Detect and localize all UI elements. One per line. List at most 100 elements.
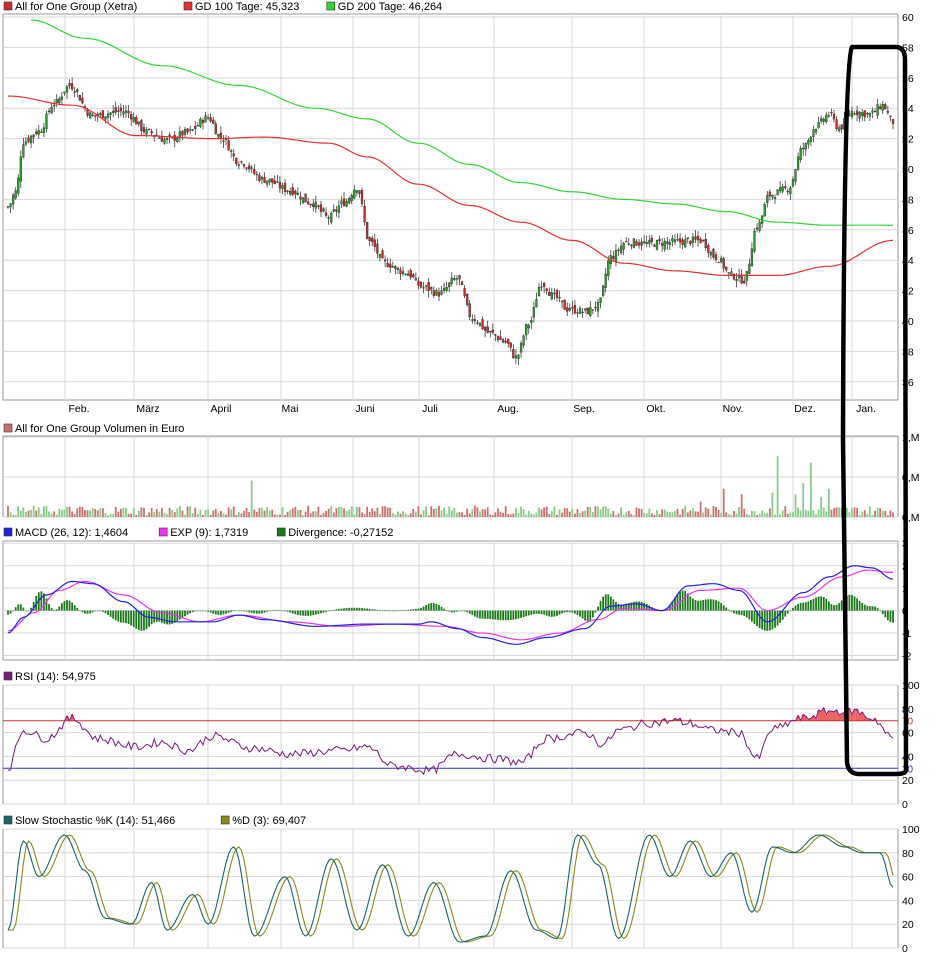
volume-bar	[328, 509, 330, 517]
divergence-bar	[292, 611, 294, 614]
divergence-bar	[361, 608, 363, 611]
volume-bar	[71, 511, 73, 517]
divergence-bar	[787, 611, 789, 614]
candle-body	[764, 204, 766, 216]
divergence-bar	[833, 605, 835, 610]
divergence-bar	[464, 611, 466, 612]
volume-bar	[505, 506, 507, 517]
candle-body	[312, 204, 314, 207]
volume-bar	[518, 513, 520, 517]
volume-bar	[574, 514, 576, 517]
volume-bar	[500, 512, 502, 517]
price-x-tick-label: Juni	[355, 403, 374, 415]
candle-body	[641, 242, 643, 245]
volume-bar	[684, 506, 686, 517]
candle-body	[656, 240, 658, 249]
candle-body	[559, 297, 561, 298]
macd-legend-swatch-2	[277, 528, 285, 536]
volume-bar	[723, 489, 725, 517]
volume-bar	[130, 514, 132, 517]
candle-body	[697, 236, 699, 240]
candle-body	[256, 174, 258, 175]
volume-bar	[730, 515, 732, 517]
candle-body	[56, 99, 58, 102]
volume-bar	[707, 509, 709, 517]
candle-body	[353, 190, 355, 198]
rsi-fill-segment	[838, 715, 841, 721]
volume-bar	[630, 514, 632, 517]
volume-bar	[105, 513, 107, 517]
volume-bar	[110, 514, 112, 517]
divergence-bar	[443, 609, 445, 611]
divergence-bar	[369, 609, 371, 611]
divergence-bar	[243, 611, 245, 612]
candle-body	[561, 301, 563, 302]
divergence-bar	[543, 611, 545, 615]
volume-bar	[751, 511, 753, 517]
rsi-line	[8, 707, 893, 774]
candle-body	[707, 245, 709, 252]
divergence-bar	[12, 611, 14, 612]
candle-body	[653, 245, 655, 247]
divergence-bar	[187, 611, 189, 615]
candle-body	[276, 181, 278, 182]
divergence-bar	[882, 611, 884, 614]
candle-body	[882, 104, 884, 110]
candle-body	[284, 183, 286, 192]
volume-bar	[697, 512, 699, 517]
volume-bar	[107, 515, 109, 517]
divergence-bar	[559, 611, 561, 615]
rsi-fill-segment	[820, 711, 823, 720]
divergence-bar	[459, 611, 461, 612]
divergence-bar	[235, 611, 237, 612]
volume-bar	[487, 507, 489, 517]
volume-bar	[810, 463, 812, 517]
price-legend-label-2: GD 200 Tage: 46,264	[338, 1, 442, 13]
candle-body	[323, 209, 325, 212]
divergence-bar	[146, 611, 148, 630]
volume-bar	[420, 514, 422, 517]
volume-bar	[61, 510, 63, 517]
divergence-bar	[135, 611, 137, 629]
volume-bar	[825, 512, 827, 517]
price-x-tick-label: Okt.	[646, 403, 665, 415]
divergence-bar	[400, 610, 402, 611]
divergence-bar	[484, 611, 486, 619]
volume-bar	[53, 511, 55, 517]
candle-body	[872, 111, 874, 113]
divergence-bar	[743, 611, 745, 616]
volume-bar	[477, 507, 479, 517]
volume-bar	[879, 508, 881, 517]
volume-bar	[766, 513, 768, 517]
divergence-bar	[869, 606, 871, 610]
candle-body	[258, 175, 260, 181]
candle-body	[415, 278, 417, 280]
volume-bar	[25, 512, 27, 517]
candle-body	[648, 240, 650, 244]
volume-bar	[441, 510, 443, 517]
candle-body	[566, 308, 568, 312]
divergence-bar	[748, 611, 750, 620]
candle-body	[33, 135, 35, 137]
divergence-bar	[530, 611, 532, 615]
volume-bar	[533, 515, 535, 517]
volume-bar	[279, 515, 281, 517]
volume-bar	[446, 514, 448, 517]
candle-body	[887, 111, 889, 112]
volume-bar	[140, 507, 142, 517]
volume-bar	[589, 507, 591, 517]
divergence-bar	[551, 611, 553, 617]
candle-body	[569, 308, 571, 310]
candle-body	[538, 287, 540, 296]
volume-bar	[582, 511, 584, 517]
volume-bar	[22, 508, 24, 517]
candle-body	[646, 242, 648, 244]
volume-bar	[561, 513, 563, 517]
candle-body	[192, 129, 194, 130]
divergence-bar	[335, 609, 337, 610]
divergence-bar	[736, 611, 738, 615]
candle-body	[228, 140, 230, 150]
price-x-tick-label: Sep.	[573, 403, 595, 415]
volume-bar	[607, 509, 609, 517]
candle-body	[802, 148, 804, 149]
